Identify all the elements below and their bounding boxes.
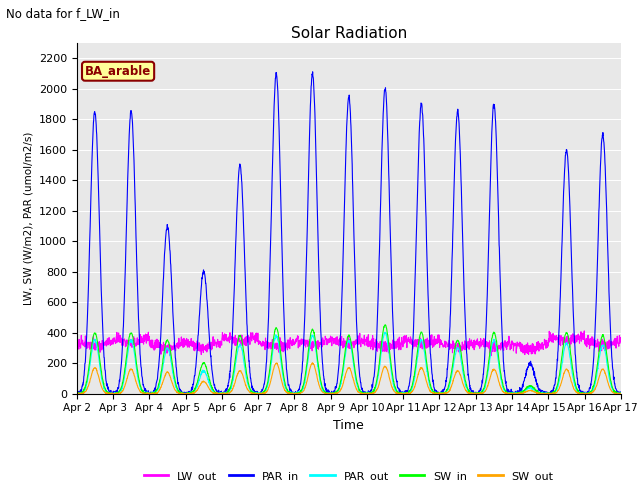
PAR_in (365, 391, 372, 396)
SW_out (308, 360, 316, 366)
PAR_in (570, 307, 577, 313)
LW_out (73, 342, 81, 348)
PAR_in (508, 386, 515, 392)
LW_out (376, 339, 384, 345)
Y-axis label: LW, SW (W/m2), PAR (umol/m2/s): LW, SW (W/m2), PAR (umol/m2/s) (23, 132, 33, 305)
LW_out (584, 340, 592, 346)
PAR_in (73, 389, 81, 395)
SW_in (617, 391, 625, 396)
Line: SW_out: SW_out (77, 363, 621, 394)
X-axis label: Time: Time (333, 419, 364, 432)
SW_out (74, 391, 82, 396)
PAR_out (584, 391, 592, 396)
SW_out (508, 391, 515, 396)
SW_out (570, 384, 577, 389)
SW_out (225, 390, 232, 396)
PAR_out (569, 374, 577, 380)
SW_out (617, 391, 625, 396)
LW_out (569, 331, 577, 336)
LW_out (580, 328, 588, 334)
PAR_out (225, 389, 232, 395)
PAR_in (617, 389, 625, 395)
SW_out (365, 390, 372, 396)
PAR_out (617, 390, 625, 396)
Text: BA_arable: BA_arable (85, 65, 151, 78)
PAR_in (309, 69, 317, 75)
LW_out (225, 338, 232, 344)
PAR_in (584, 390, 592, 396)
PAR_in (74, 391, 81, 396)
PAR_out (507, 391, 515, 396)
SW_in (584, 390, 592, 396)
Line: LW_out: LW_out (77, 331, 621, 356)
PAR_out (376, 359, 384, 365)
SW_in (376, 350, 384, 356)
SW_out (377, 375, 385, 381)
Text: No data for f_LW_in: No data for f_LW_in (6, 7, 120, 20)
LW_out (507, 346, 515, 351)
PAR_in (225, 380, 232, 385)
PAR_out (381, 329, 388, 335)
PAR_out (365, 390, 372, 396)
PAR_in (377, 198, 385, 204)
LW_out (365, 332, 372, 337)
PAR_out (73, 391, 81, 396)
SW_in (365, 391, 372, 396)
SW_out (584, 391, 592, 396)
SW_in (508, 390, 515, 396)
SW_in (225, 387, 232, 393)
SW_out (73, 391, 81, 396)
Line: PAR_out: PAR_out (77, 332, 621, 394)
LW_out (487, 353, 495, 359)
SW_in (381, 322, 389, 328)
Legend: LW_out, PAR_in, PAR_out, SW_in, SW_out: LW_out, PAR_in, PAR_out, SW_in, SW_out (140, 467, 558, 480)
SW_in (73, 390, 81, 396)
SW_in (570, 370, 577, 375)
SW_in (73, 391, 81, 396)
LW_out (617, 338, 625, 344)
Line: PAR_in: PAR_in (77, 72, 621, 394)
Line: SW_in: SW_in (77, 325, 621, 394)
Title: Solar Radiation: Solar Radiation (291, 25, 407, 41)
